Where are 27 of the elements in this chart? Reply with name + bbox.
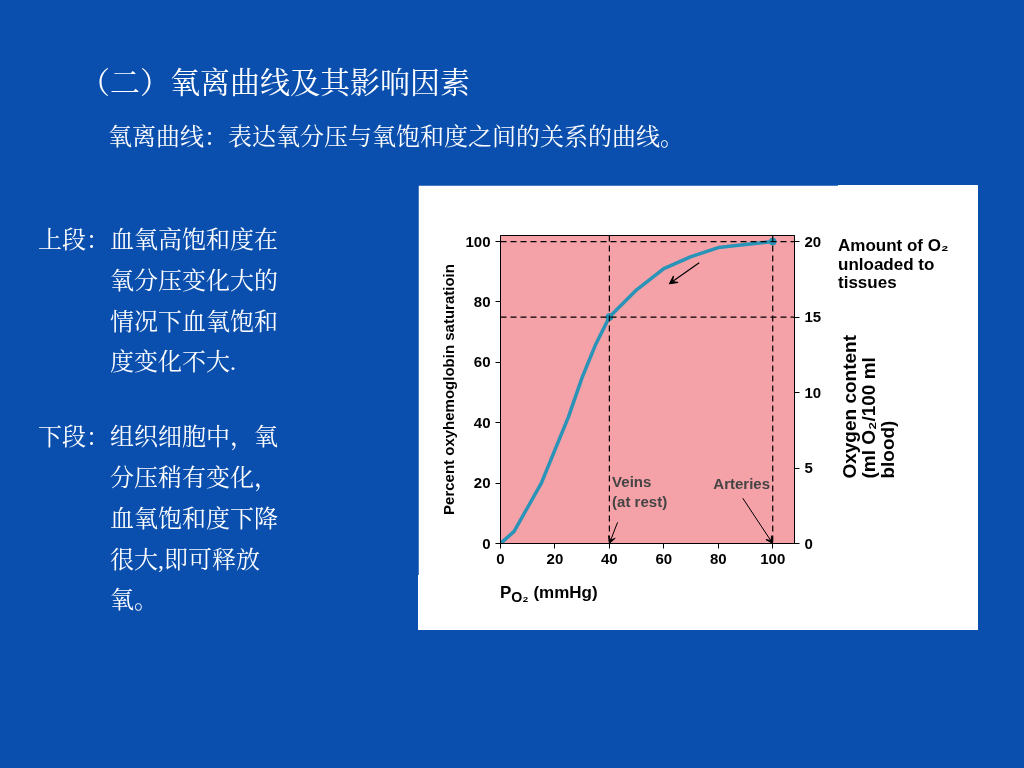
y2-tick-label: 15 (804, 308, 822, 326)
y2-tick-label: 20 (804, 232, 822, 250)
annotation: Arteries (713, 475, 771, 493)
chart-title: （二）氧离曲线及其影响因素 (79, 65, 470, 101)
y-tick-label: 20 (473, 474, 491, 492)
y2-tick-label: 0 (804, 534, 813, 552)
y-tick-label: 60 (473, 353, 491, 371)
x-tick-label: 20 (546, 549, 564, 567)
y2-axis-title: Oxygen content (ml O₂/100 ml blood) (839, 335, 898, 481)
x-tick-label: 40 (601, 549, 618, 567)
text: Amount of O₂ unloaded to tissues (838, 235, 949, 294)
y2-tick-label: 10 (804, 383, 822, 401)
x-tick-label: 100 (760, 549, 786, 567)
y-tick-label: 0 (482, 534, 491, 552)
y-tick-label: 80 (473, 292, 491, 310)
text: 上段：血氧高饱和度在氧分压变化大的情况下血氧饱和度变化不大. (38, 226, 279, 378)
annotation: Veins (at rest) (612, 472, 668, 511)
text: 下段：组织细胞中，氧分压稍有变化，血氧饱和度下降很大,即可释放氧。 (38, 423, 279, 616)
y-axis-title: Percent oxyhemoglobin saturatioin (440, 264, 458, 515)
y-tick-label: 100 (465, 232, 491, 250)
y-tick-label: 40 (473, 413, 491, 431)
x-axis-title: P$_{O₂}$ (mmHg) (499, 582, 598, 608)
x-tick-label: 80 (709, 549, 727, 567)
y2-tick-label: 5 (804, 459, 813, 477)
x-tick-label: 0 (496, 549, 505, 567)
x-tick-label: 60 (655, 549, 673, 567)
chart-subtitle: 氧离曲线：表达氧分压与氧饱和度之间的关系的曲线。 (107, 123, 684, 152)
